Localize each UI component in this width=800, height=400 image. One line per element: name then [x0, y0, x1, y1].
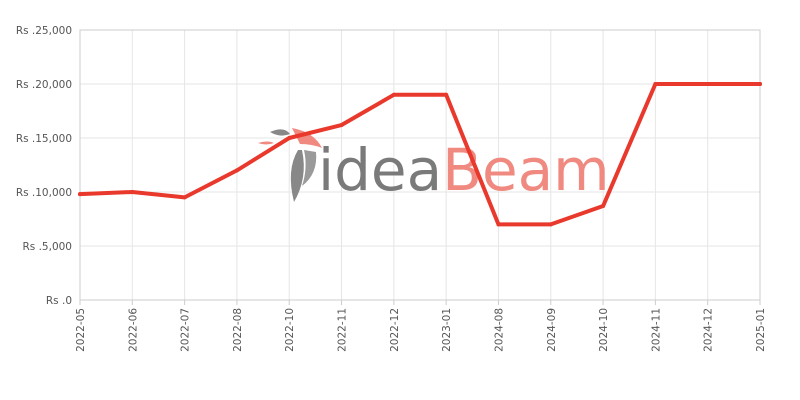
- data-point: [339, 123, 344, 128]
- series-layer: [78, 82, 762, 227]
- data-point: [601, 204, 606, 209]
- x-axis-ticks: 2022-05 2022-06 2022-07 2022-08 2022-10 2022-…: [75, 308, 767, 352]
- y-tick-label: Rs .0: [46, 295, 72, 307]
- y-axis-ticks: Rs .0 Rs .5,000 Rs .10,000 Rs .15,000 Rs .20…: [16, 25, 72, 307]
- data-point: [391, 92, 396, 97]
- data-point: [653, 82, 658, 86]
- data-point: [78, 192, 82, 197]
- x-tick-label: 2024-08: [493, 308, 505, 352]
- watermark-text: ideaBeam: [318, 136, 610, 204]
- y-tick-label: Rs .10,000: [16, 187, 72, 199]
- x-tick-label: 2025-01: [755, 308, 767, 352]
- y-tick-label: Rs .20,000: [16, 79, 72, 91]
- bird-feather2-icon: [302, 150, 317, 186]
- data-point: [705, 82, 710, 86]
- data-point: [130, 190, 135, 194]
- bird-tail-icon: [258, 141, 274, 145]
- data-point: [182, 195, 187, 200]
- x-tick-label: 2024-10: [598, 308, 610, 352]
- axes: [79, 29, 761, 305]
- x-tick-label: 2022-07: [180, 308, 192, 352]
- x-tick-label: 2022-10: [284, 308, 296, 352]
- x-tick-label: 2022-06: [127, 308, 139, 352]
- x-tick-label: 2022-11: [337, 308, 349, 352]
- x-tick-label: 2024-12: [703, 308, 715, 352]
- hummingbird-logo: [258, 128, 322, 202]
- bird-feather-icon: [290, 150, 304, 202]
- data-point: [758, 82, 762, 86]
- y-tick-label: Rs .5,000: [22, 241, 72, 253]
- series-line: [78, 82, 762, 227]
- x-tick-label: 2023-01: [441, 308, 453, 352]
- ideabeam-watermark: ideaBeam: [258, 128, 610, 204]
- bird-wing-icon: [292, 128, 322, 148]
- y-tick-label: Rs .15,000: [16, 133, 72, 145]
- data-point: [287, 136, 292, 140]
- x-tick-label: 2022-08: [232, 308, 244, 352]
- watermark-idea: idea: [318, 136, 442, 204]
- data-point: [444, 92, 449, 97]
- x-tick-label: 2022-12: [389, 308, 401, 352]
- x-tick-label: 2024-09: [546, 308, 558, 352]
- plot-area-border: [79, 29, 761, 301]
- data-point: [548, 222, 553, 227]
- data-point: [496, 222, 501, 227]
- x-tick-label: 2024-11: [650, 308, 662, 352]
- x-tick-label: 2022-05: [75, 308, 87, 352]
- y-tick-label: Rs .25,000: [16, 25, 72, 37]
- data-point: [234, 168, 239, 173]
- bird-beak-icon: [270, 129, 290, 136]
- watermark-beam: Beam: [442, 136, 610, 204]
